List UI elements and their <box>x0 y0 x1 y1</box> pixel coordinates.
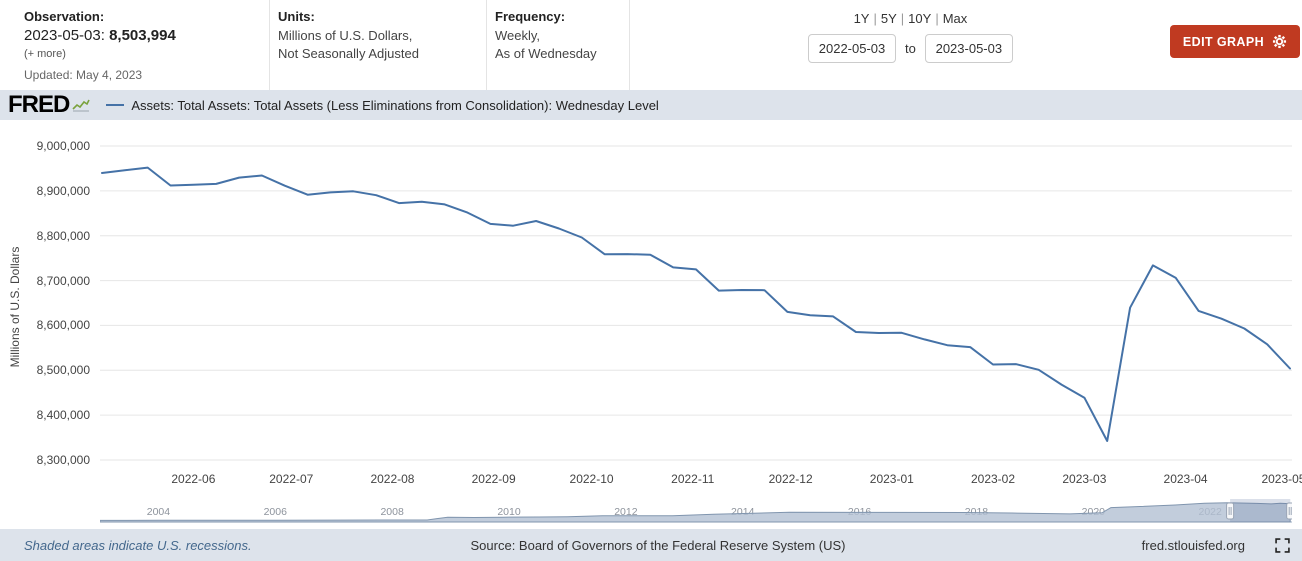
x-axis-tick-label: 2022-07 <box>269 472 314 486</box>
units-label: Units: <box>278 9 315 24</box>
y-axis-tick-label: 8,800,000 <box>36 228 90 243</box>
units-line1: Millions of U.S. Dollars, <box>278 28 413 43</box>
end-date-input[interactable] <box>924 34 1013 63</box>
more-observations-link[interactable]: (+ more) <box>24 48 66 60</box>
footer-right-group: fred.stlouisfed.org <box>962 536 1292 555</box>
recessions-note-link[interactable]: Shaded areas indicate U.S. recessions. <box>24 537 252 553</box>
fullscreen-button[interactable] <box>1273 536 1292 555</box>
x-axis-tick-label: 2023-03 <box>1062 472 1107 486</box>
x-axis-tick-label: 2022-12 <box>768 472 813 486</box>
fred-site-link[interactable]: fred.stlouisfed.org <box>1141 537 1245 553</box>
frequency-line2: As of Wednesday <box>495 45 597 61</box>
observation-panel: Observation: 2023-05-03: 8,503,994 (+ mo… <box>0 0 270 90</box>
units-panel: Units: Millions of U.S. Dollars, Not Sea… <box>270 0 487 90</box>
date-range-controls: 1Y|5Y|10Y|Max to <box>808 0 1013 90</box>
minimap-chart[interactable] <box>100 497 1292 525</box>
date-range-to-label: to <box>905 41 916 56</box>
y-axis-tick-label: 8,300,000 <box>36 453 90 467</box>
x-axis-tick-label: 2022-10 <box>569 472 614 486</box>
fred-logo-text: FRED <box>8 91 70 118</box>
range-preset-max[interactable]: Max <box>942 11 968 26</box>
fred-logo-chart-icon <box>72 99 91 111</box>
x-axis-tick-label: 2023-05 <box>1261 472 1302 486</box>
y-axis-tick-label: 8,900,000 <box>36 183 90 198</box>
updated-date: Updated: May 4, 2023 <box>24 68 143 82</box>
observation-value-line: 2023-05-03: 8,503,994 <box>24 27 255 44</box>
main-chart-area: Millions of U.S. Dollars 9,000,000 8,900,… <box>0 120 1302 493</box>
brand-bar: FRED Assets: Total Assets: Total Assets … <box>0 90 1302 120</box>
main-chart[interactable] <box>100 140 1292 466</box>
gear-icon <box>1272 34 1287 49</box>
observation-value: 8,503,994 <box>109 27 176 44</box>
start-date-input[interactable] <box>808 34 896 63</box>
range-presets: 1Y | 5Y | 10Y | Max <box>850 11 972 26</box>
range-separator: | <box>873 11 877 26</box>
chart-legend: Assets: Total Assets: Total Assets (Less… <box>106 97 659 113</box>
frequency-label: Frequency: <box>495 9 566 24</box>
range-preset-10y[interactable]: 10Y <box>908 11 932 26</box>
units-line2: Not Seasonally Adjusted <box>278 45 419 61</box>
y-axis-title: Millions of U.S. Dollars <box>8 246 22 367</box>
range-preset-5y[interactable]: 5Y <box>880 11 897 26</box>
header-bar: Observation: 2023-05-03: 8,503,994 (+ mo… <box>0 0 1302 90</box>
x-axis-tick-label: 2023-01 <box>869 472 914 486</box>
edit-graph-button[interactable]: EDIT GRAPH <box>1169 25 1300 58</box>
frequency-line1: Weekly, <box>495 28 541 43</box>
minimap-handle-left[interactable] <box>1226 502 1235 520</box>
date-range-inputs: to <box>808 34 1013 63</box>
legend-series-label: Assets: Total Assets: Total Assets (Less… <box>131 97 659 113</box>
source-attribution: Source: Board of Governors of the Federa… <box>470 537 846 553</box>
legend-line-swatch <box>106 104 125 106</box>
x-axis-tick-label: 2022-08 <box>370 472 415 486</box>
footer-bar: Shaded areas indicate U.S. recessions. S… <box>0 529 1302 561</box>
x-axis-tick-label: 2023-02 <box>970 472 1016 486</box>
edit-graph-label: EDIT GRAPH <box>1182 34 1264 49</box>
range-selector-minimap: 2004200620082010201220142016201820202022 <box>0 493 1302 529</box>
y-axis-tick-label: 9,000,000 <box>36 139 90 153</box>
range-separator: | <box>935 11 939 26</box>
observation-label: Observation: <box>24 9 105 24</box>
range-preset-1y[interactable]: 1Y <box>853 11 870 26</box>
range-separator: | <box>900 11 905 26</box>
x-axis-tick-label: 2023-04 <box>1163 472 1208 486</box>
fullscreen-icon <box>1275 537 1290 553</box>
minimap-handle-right[interactable] <box>1286 502 1292 520</box>
x-axis-tick-label: 2022-06 <box>171 472 216 486</box>
y-axis-tick-label: 8,400,000 <box>36 408 90 423</box>
fred-logo[interactable]: FRED <box>8 91 91 118</box>
x-axis-tick-label: 2022-09 <box>471 472 516 486</box>
frequency-panel: Frequency: Weekly, As of Wednesday <box>487 0 630 90</box>
observation-date: 2023-05-03: <box>24 27 105 44</box>
x-axis-tick-label: 2022-11 <box>671 472 715 486</box>
